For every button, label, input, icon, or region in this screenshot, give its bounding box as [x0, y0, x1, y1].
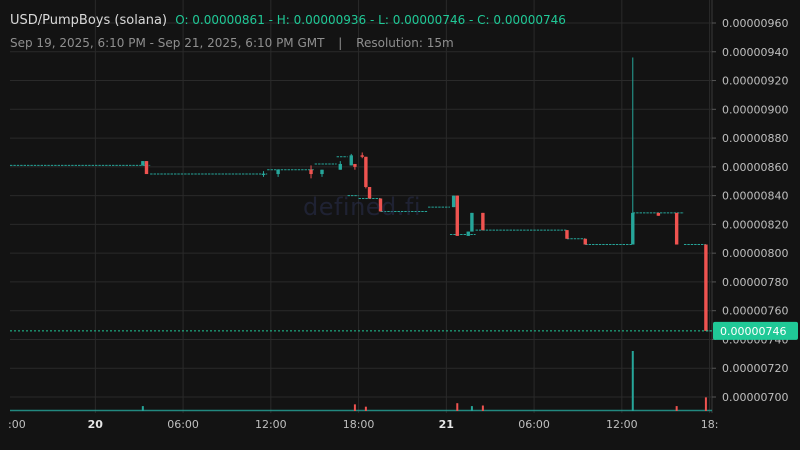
x-tick-label: 06:00	[518, 418, 550, 431]
y-tick-label: 0.00000960	[722, 17, 788, 30]
x-tick-label: 06:00	[167, 418, 199, 431]
last-price-badge	[713, 321, 798, 340]
volume-bar	[456, 403, 459, 411]
candle-body	[378, 198, 383, 212]
y-tick-label: 0.00000820	[722, 218, 788, 231]
volume-bar	[481, 405, 484, 411]
grid-lines	[10, 0, 713, 413]
x-tick-label: 12:00	[255, 418, 287, 431]
volume-bar	[631, 351, 634, 411]
candle-body	[481, 212, 485, 231]
y-tick-label: 0.00000840	[722, 190, 788, 203]
y-tick-label: 0.00000720	[722, 362, 788, 375]
candle-body	[631, 212, 635, 245]
candle-body	[583, 238, 587, 245]
volume-bar	[353, 404, 356, 411]
y-tick-label: 0.00000700	[722, 391, 788, 404]
candle-body	[674, 212, 679, 245]
candle-body	[565, 230, 569, 239]
y-tick-label: 0.00000900	[722, 103, 788, 116]
x-tick-label: 20	[88, 418, 104, 431]
candle-body	[309, 169, 313, 175]
x-tick-label: 18:	[701, 418, 719, 431]
candle-body	[470, 212, 474, 232]
y-tick-label: 0.00000800	[722, 247, 788, 260]
price-axis[interactable]: 0.000007000.000007200.000007400.00000760…	[712, 17, 798, 404]
candle-body	[455, 195, 459, 236]
y-tick-label: 0.00000880	[722, 132, 788, 145]
candle-body	[353, 163, 357, 167]
last-price-label: 0.00000746	[720, 325, 786, 338]
x-tick-label: 12:00	[606, 418, 638, 431]
time-axis[interactable]: :00 20 06:00 12:00 18:00 21 06:00 12:00 18:	[8, 418, 718, 431]
volume-bar	[141, 406, 144, 411]
x-tick-label: :00	[8, 418, 26, 431]
candle-body	[276, 169, 280, 175]
volume-bar	[470, 406, 473, 411]
y-tick-label: 0.00000780	[722, 276, 788, 289]
volume-bar	[704, 397, 707, 411]
y-tick-label: 0.00000760	[722, 305, 788, 318]
candle-body	[364, 156, 368, 187]
price-series	[10, 57, 712, 332]
candle-body	[466, 231, 470, 236]
candle-body	[338, 163, 342, 170]
y-tick-label: 0.00000940	[722, 46, 788, 59]
candle-body	[141, 161, 145, 166]
x-tick-label: 18:00	[343, 418, 375, 431]
candle-body	[704, 244, 708, 331]
candle-body	[367, 186, 372, 199]
candle-body	[261, 174, 266, 176]
candle-body	[451, 195, 456, 208]
candle-body	[144, 161, 149, 175]
y-tick-label: 0.00000920	[722, 75, 788, 88]
candle-body	[656, 212, 661, 216]
candle-body	[349, 155, 353, 166]
candle-body	[360, 155, 364, 157]
volume-bars	[10, 351, 712, 412]
y-tick-label: 0.00000860	[722, 161, 788, 174]
volume-bar	[675, 406, 678, 411]
x-tick-label: 21	[439, 418, 454, 431]
volume-bar	[364, 406, 367, 411]
candle-body	[320, 169, 324, 175]
